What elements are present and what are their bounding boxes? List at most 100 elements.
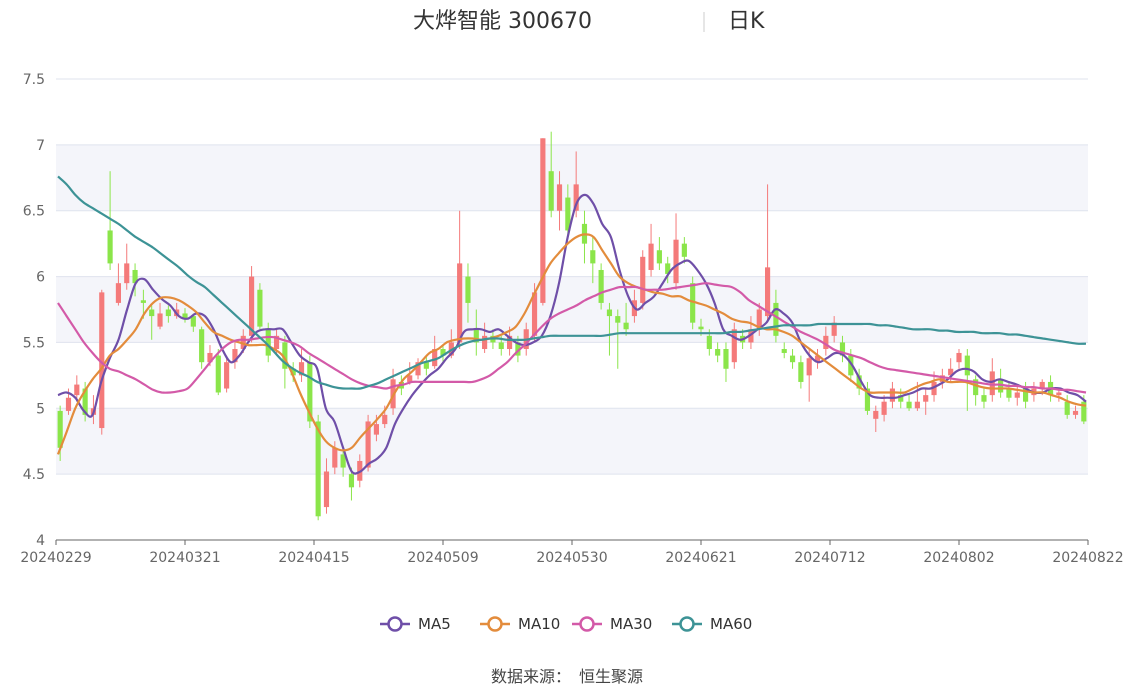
source-name: 恒生聚源 [579,667,643,686]
candle-body [914,401,920,409]
candle [823,326,829,356]
candle [581,210,588,264]
candle-body [998,379,1004,393]
candle [889,381,895,409]
candle-body [931,381,937,396]
candle [440,345,446,363]
legend-item-ma30[interactable]: MA30 [572,615,652,633]
y-axis-ticks: 4 4.5 5 5.5 6 6.5 7 7.5 [23,72,45,549]
candle-body [715,349,721,356]
candle [731,322,737,369]
candle-body [140,300,146,303]
candle [590,237,596,284]
candle-body [498,342,504,350]
candle [190,313,196,332]
candle-body [265,329,271,356]
y-tick-label: 6 [36,270,45,286]
candle-body [407,375,413,382]
plot-band [56,276,1088,343]
legend-item-ma60[interactable]: MA60 [672,615,752,633]
candle-body [1064,401,1070,415]
candle-body [806,358,812,376]
candle-body [598,269,604,303]
candle-body [65,397,72,411]
candle [906,395,912,411]
candle [1014,384,1020,406]
candle [107,171,113,270]
candle-body [531,292,538,336]
candle [673,213,679,290]
candle [606,302,613,356]
candle-body [515,342,521,356]
candle-body [1081,401,1087,422]
candle-body [656,250,662,264]
x-tick-label: 20240621 [665,550,736,566]
candle-body [898,395,904,402]
candle [1064,395,1070,419]
candle-body [507,335,513,350]
candle [332,441,338,475]
candle-body [373,424,379,435]
candle [548,131,554,218]
candle-body [923,395,929,402]
series-line-ma60 [57,175,1087,390]
candle-body [273,335,280,350]
candle [473,309,479,356]
legend-swatch-marker [387,616,403,632]
legend-item-ma10[interactable]: MA10 [480,615,560,633]
candle-body [74,384,80,396]
candle [756,302,762,336]
candle-body [606,309,613,317]
candle-body [323,471,330,508]
series-line-ma30 [57,282,1087,394]
candle [956,349,962,369]
candle-body [706,335,712,350]
x-tick-label: 20240321 [149,550,220,566]
candle-body [781,349,787,353]
candle-body [864,388,871,411]
candle [640,250,646,310]
candle [598,263,604,310]
candle-body [756,309,762,330]
moving-average-lines [56,175,1087,475]
candle-body [257,289,263,327]
candle-body [823,335,829,350]
candle [415,358,421,380]
candle-body [981,395,987,402]
candle [789,349,796,369]
candle-body [249,276,255,336]
candle-body [956,352,962,363]
candle [157,302,163,330]
candle-body [207,352,213,363]
candle-body [1023,388,1029,402]
candle-body [365,421,371,468]
candle [939,368,945,389]
candle [723,342,729,382]
legend-swatch-marker [487,616,503,632]
candle-body [232,349,238,363]
candle-body [856,375,862,389]
candle [465,263,471,323]
candle-body [881,401,887,415]
candle-body [540,138,546,303]
candle [315,414,321,521]
plot-band [56,144,1088,211]
chart-title-period[interactable]: 日K [728,9,765,34]
candle-body [107,230,113,264]
candle-body [1006,388,1012,398]
candle-body [831,322,837,336]
candle-body [964,355,970,376]
candle-body [698,326,704,330]
candle [831,316,837,343]
candle [615,309,621,369]
candle-body [473,329,479,343]
candle-body [298,362,305,376]
candle-body [1056,392,1062,396]
candle [981,388,987,409]
candle [124,243,130,290]
candle [340,447,346,477]
legend-item-ma5[interactable]: MA5 [380,615,451,633]
candle [814,349,821,369]
candle [432,335,438,369]
candle-body [482,335,488,350]
